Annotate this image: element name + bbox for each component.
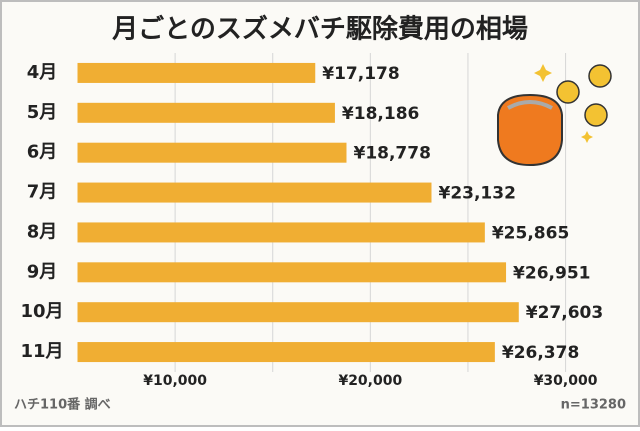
value-label: ¥26,951 <box>513 263 590 283</box>
bar <box>77 182 432 203</box>
value-label: ¥26,378 <box>502 343 579 363</box>
x-tick-label: ¥20,000 <box>338 373 402 389</box>
bar <box>77 342 495 363</box>
value-label: ¥25,865 <box>492 223 569 243</box>
purse-illustration <box>497 64 612 167</box>
y-tick-label: 7月 <box>27 182 58 203</box>
bar <box>77 102 335 123</box>
bar <box>77 222 485 243</box>
value-label: ¥18,778 <box>353 144 430 164</box>
y-tick-label: 8月 <box>27 221 58 242</box>
y-tick-label: 5月 <box>27 102 58 123</box>
source-note: ハチ110番 調べ <box>14 397 111 413</box>
bar <box>77 262 507 283</box>
x-tick-label: ¥10,000 <box>143 373 207 389</box>
y-tick-label: 6月 <box>27 142 58 163</box>
chart-title: 月ごとのスズメバチ駆除費用の相場 <box>111 14 528 45</box>
y-tick-label: 4月 <box>27 62 58 83</box>
bar <box>77 62 316 83</box>
value-label: ¥23,132 <box>438 184 515 204</box>
y-tick-label: 9月 <box>27 261 58 282</box>
y-tick-label: 10月 <box>20 301 63 322</box>
value-label: ¥18,186 <box>342 104 419 124</box>
y-tick-label: 11月 <box>20 341 63 362</box>
value-label: ¥17,178 <box>322 64 399 84</box>
x-tick-label: ¥30,000 <box>534 373 598 389</box>
bar <box>77 302 519 323</box>
sample-size: n=13280 <box>561 398 626 413</box>
value-label: ¥27,603 <box>526 303 603 323</box>
bar <box>77 142 347 163</box>
